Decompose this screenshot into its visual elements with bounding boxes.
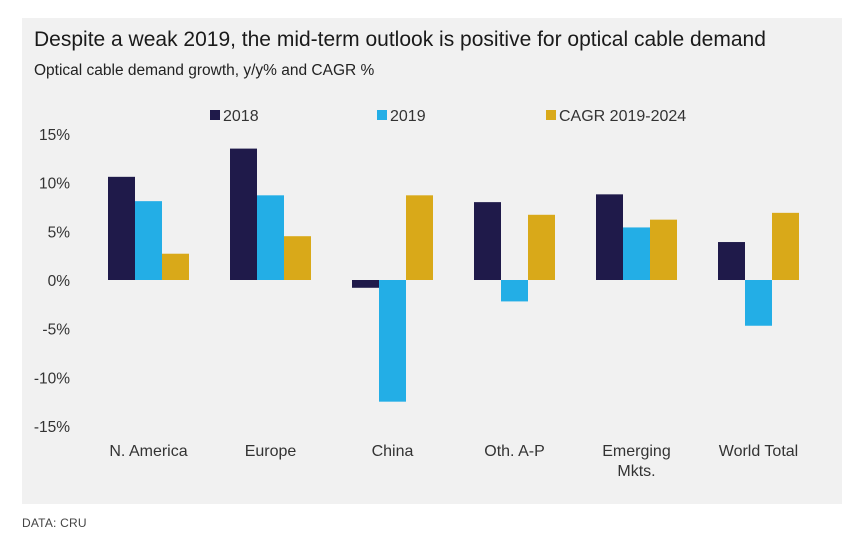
- legend-swatch: [210, 110, 220, 120]
- bar-cagr-2019-2024: [772, 212, 799, 280]
- bar-cagr-2019-2024: [284, 236, 311, 280]
- y-tick-label: 5%: [48, 224, 71, 241]
- category-label: Europe: [245, 443, 297, 460]
- category-label: Emerging: [602, 443, 670, 460]
- category-label: Mkts.: [617, 463, 655, 480]
- bar-cagr-2019-2024: [528, 214, 555, 280]
- source-note: DATA: CRU: [22, 516, 87, 530]
- bar-2019: [501, 280, 528, 302]
- category-label: N. America: [109, 443, 187, 460]
- bar-cagr-2019-2024: [650, 219, 677, 280]
- legend-label: 2018: [223, 108, 259, 125]
- bar-2019: [623, 227, 650, 280]
- legend-swatch: [546, 110, 556, 120]
- chart-subtitle: Optical cable demand growth, y/y% and CA…: [34, 62, 375, 79]
- bar-cagr-2019-2024: [406, 195, 433, 280]
- y-tick-label: -5%: [42, 322, 70, 339]
- bar-2019: [379, 280, 406, 402]
- bar-2018: [352, 280, 379, 288]
- bar-cagr-2019-2024: [162, 253, 189, 280]
- category-label: China: [372, 443, 414, 460]
- y-tick-label: 0%: [48, 273, 71, 290]
- category-label: Oth. A-P: [484, 443, 544, 460]
- y-tick-label: -15%: [34, 419, 70, 436]
- bar-2018: [230, 148, 257, 280]
- bar-2019: [745, 280, 772, 326]
- bar-2018: [596, 194, 623, 280]
- category-label: World Total: [719, 443, 798, 460]
- bar-2019: [135, 201, 162, 280]
- y-tick-label: -10%: [34, 370, 70, 387]
- legend-swatch: [377, 110, 387, 120]
- bar-2018: [718, 242, 745, 280]
- bar-2018: [474, 202, 501, 280]
- legend-label: CAGR 2019-2024: [559, 108, 686, 125]
- bar-2018: [108, 176, 135, 280]
- chart-title: Despite a weak 2019, the mid-term outloo…: [34, 28, 766, 51]
- y-tick-label: 10%: [39, 176, 70, 193]
- y-tick-label: 15%: [39, 127, 70, 144]
- legend-label: 2019: [390, 108, 426, 125]
- bar-2019: [257, 195, 284, 280]
